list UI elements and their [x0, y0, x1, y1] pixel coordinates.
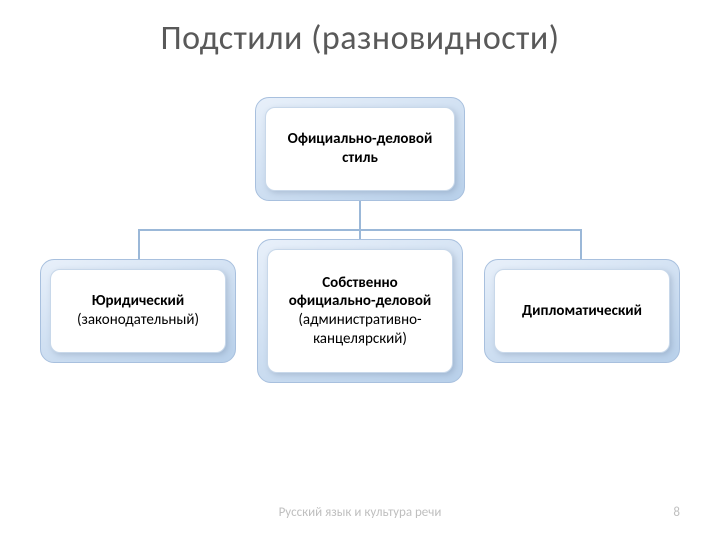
hierarchy-diagram: Официально-деловой стиль Юридический (за…	[0, 79, 720, 479]
connector	[359, 229, 361, 239]
root-node-label: Официально-деловой стиль	[276, 130, 444, 168]
root-node: Официально-деловой стиль	[265, 107, 455, 191]
page-number: 8	[673, 505, 680, 520]
child-node: Юридический (законодательный)	[50, 269, 226, 353]
connector	[359, 201, 361, 229]
child-node: Собственно официально-деловой (администр…	[267, 249, 453, 373]
child-node-sublabel: (законодательный)	[77, 311, 199, 330]
connector	[580, 229, 582, 259]
footer-text: Русский язык и культура речи	[0, 505, 720, 520]
slide-title: Подстили (разновидности)	[0, 0, 720, 59]
child-node-sublabel: (административно-канцелярский)	[278, 311, 442, 349]
child-node-label: Юридический	[92, 292, 184, 311]
child-node-label: Дипломатический	[522, 302, 642, 321]
child-node-label: Собственно официально-деловой	[278, 274, 442, 312]
child-node: Дипломатический	[494, 269, 670, 353]
connector	[138, 229, 140, 259]
